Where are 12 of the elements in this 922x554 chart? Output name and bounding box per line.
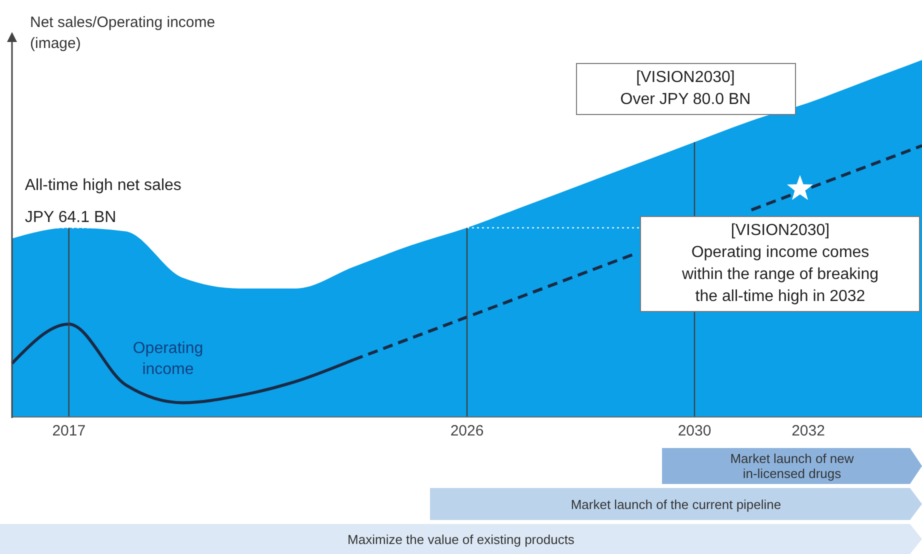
text: Maximize the value of existing products (0, 524, 922, 554)
text: Market launch of the current pipeline (430, 488, 922, 520)
series-label: Operating income (132, 339, 204, 380)
annotation: All-time high net sales JPY 64.1 BN (24, 176, 182, 228)
x-tick-label: 2017 (52, 422, 86, 440)
text: Market launch of new in-licensed drugs (662, 448, 922, 484)
x-tick-label: 2030 (678, 422, 712, 440)
y-axis-title: Net sales/Operating income (image) (30, 13, 216, 54)
x-tick-label: 2032 (792, 422, 825, 440)
x-tick-label: 2026 (450, 422, 484, 440)
callout-box: [VISION2030] Operating income comes within the range of breaking the all-time high in 2032 (640, 216, 920, 312)
callout-box: [VISION2030] Over JPY 80.0 BN (576, 63, 796, 116)
